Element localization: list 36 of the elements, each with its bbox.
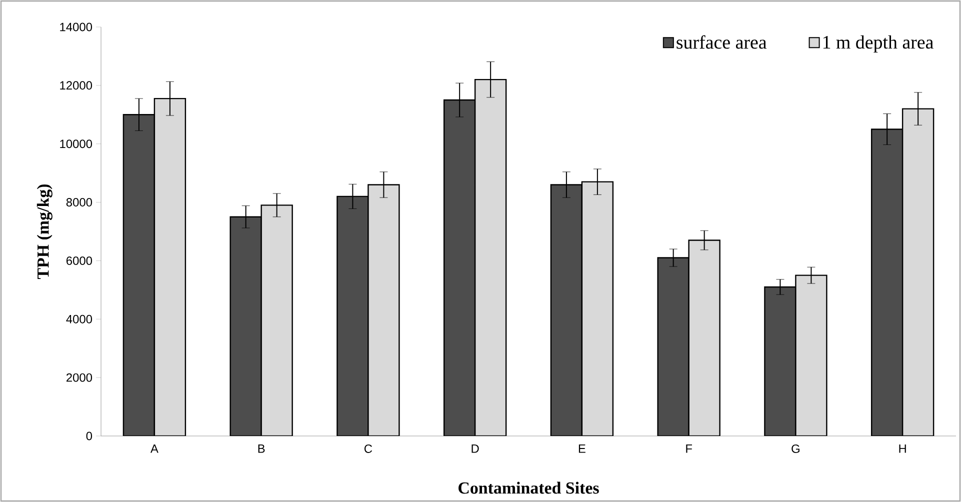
x-tick-label: B — [258, 444, 265, 453]
x-tick-label: F — [686, 444, 692, 453]
y-tick-label: 4000 — [66, 314, 92, 324]
y-tick-label: 10000 — [60, 140, 92, 148]
x-axis-title: Contaminated Sites — [458, 482, 599, 494]
x-tick-label: H — [899, 444, 906, 453]
x-tick-label: A — [150, 444, 158, 453]
bar — [122, 114, 156, 436]
bar — [657, 257, 690, 436]
bar — [581, 181, 614, 436]
bar — [764, 286, 796, 436]
bar — [870, 128, 904, 436]
legend-label: surface area — [676, 35, 767, 49]
bar — [443, 99, 476, 436]
x-tick-label: G — [792, 444, 800, 453]
bar — [902, 108, 934, 436]
bar — [474, 78, 507, 436]
x-tick-label: E — [578, 444, 586, 453]
bar — [550, 184, 583, 436]
y-tick-label: 0 — [86, 432, 92, 440]
bar — [154, 98, 186, 436]
x-tick-label: D — [472, 444, 479, 453]
y-axis-title: TPH (mg/kg) — [36, 184, 52, 279]
x-tick-label: C — [364, 444, 372, 453]
y-tick-label: 12000 — [60, 81, 92, 90]
bar — [368, 184, 400, 436]
bar — [260, 204, 293, 436]
y-tick-label: 6000 — [66, 256, 92, 265]
y-tick-label: 14000 — [60, 22, 92, 32]
legend-label: 1 m depth area — [823, 35, 934, 53]
bar — [795, 274, 828, 436]
bar — [230, 216, 262, 436]
bar — [688, 240, 720, 436]
y-tick-label: 2000 — [66, 373, 92, 382]
bar — [336, 196, 369, 436]
y-tick-label: 8000 — [66, 198, 92, 206]
